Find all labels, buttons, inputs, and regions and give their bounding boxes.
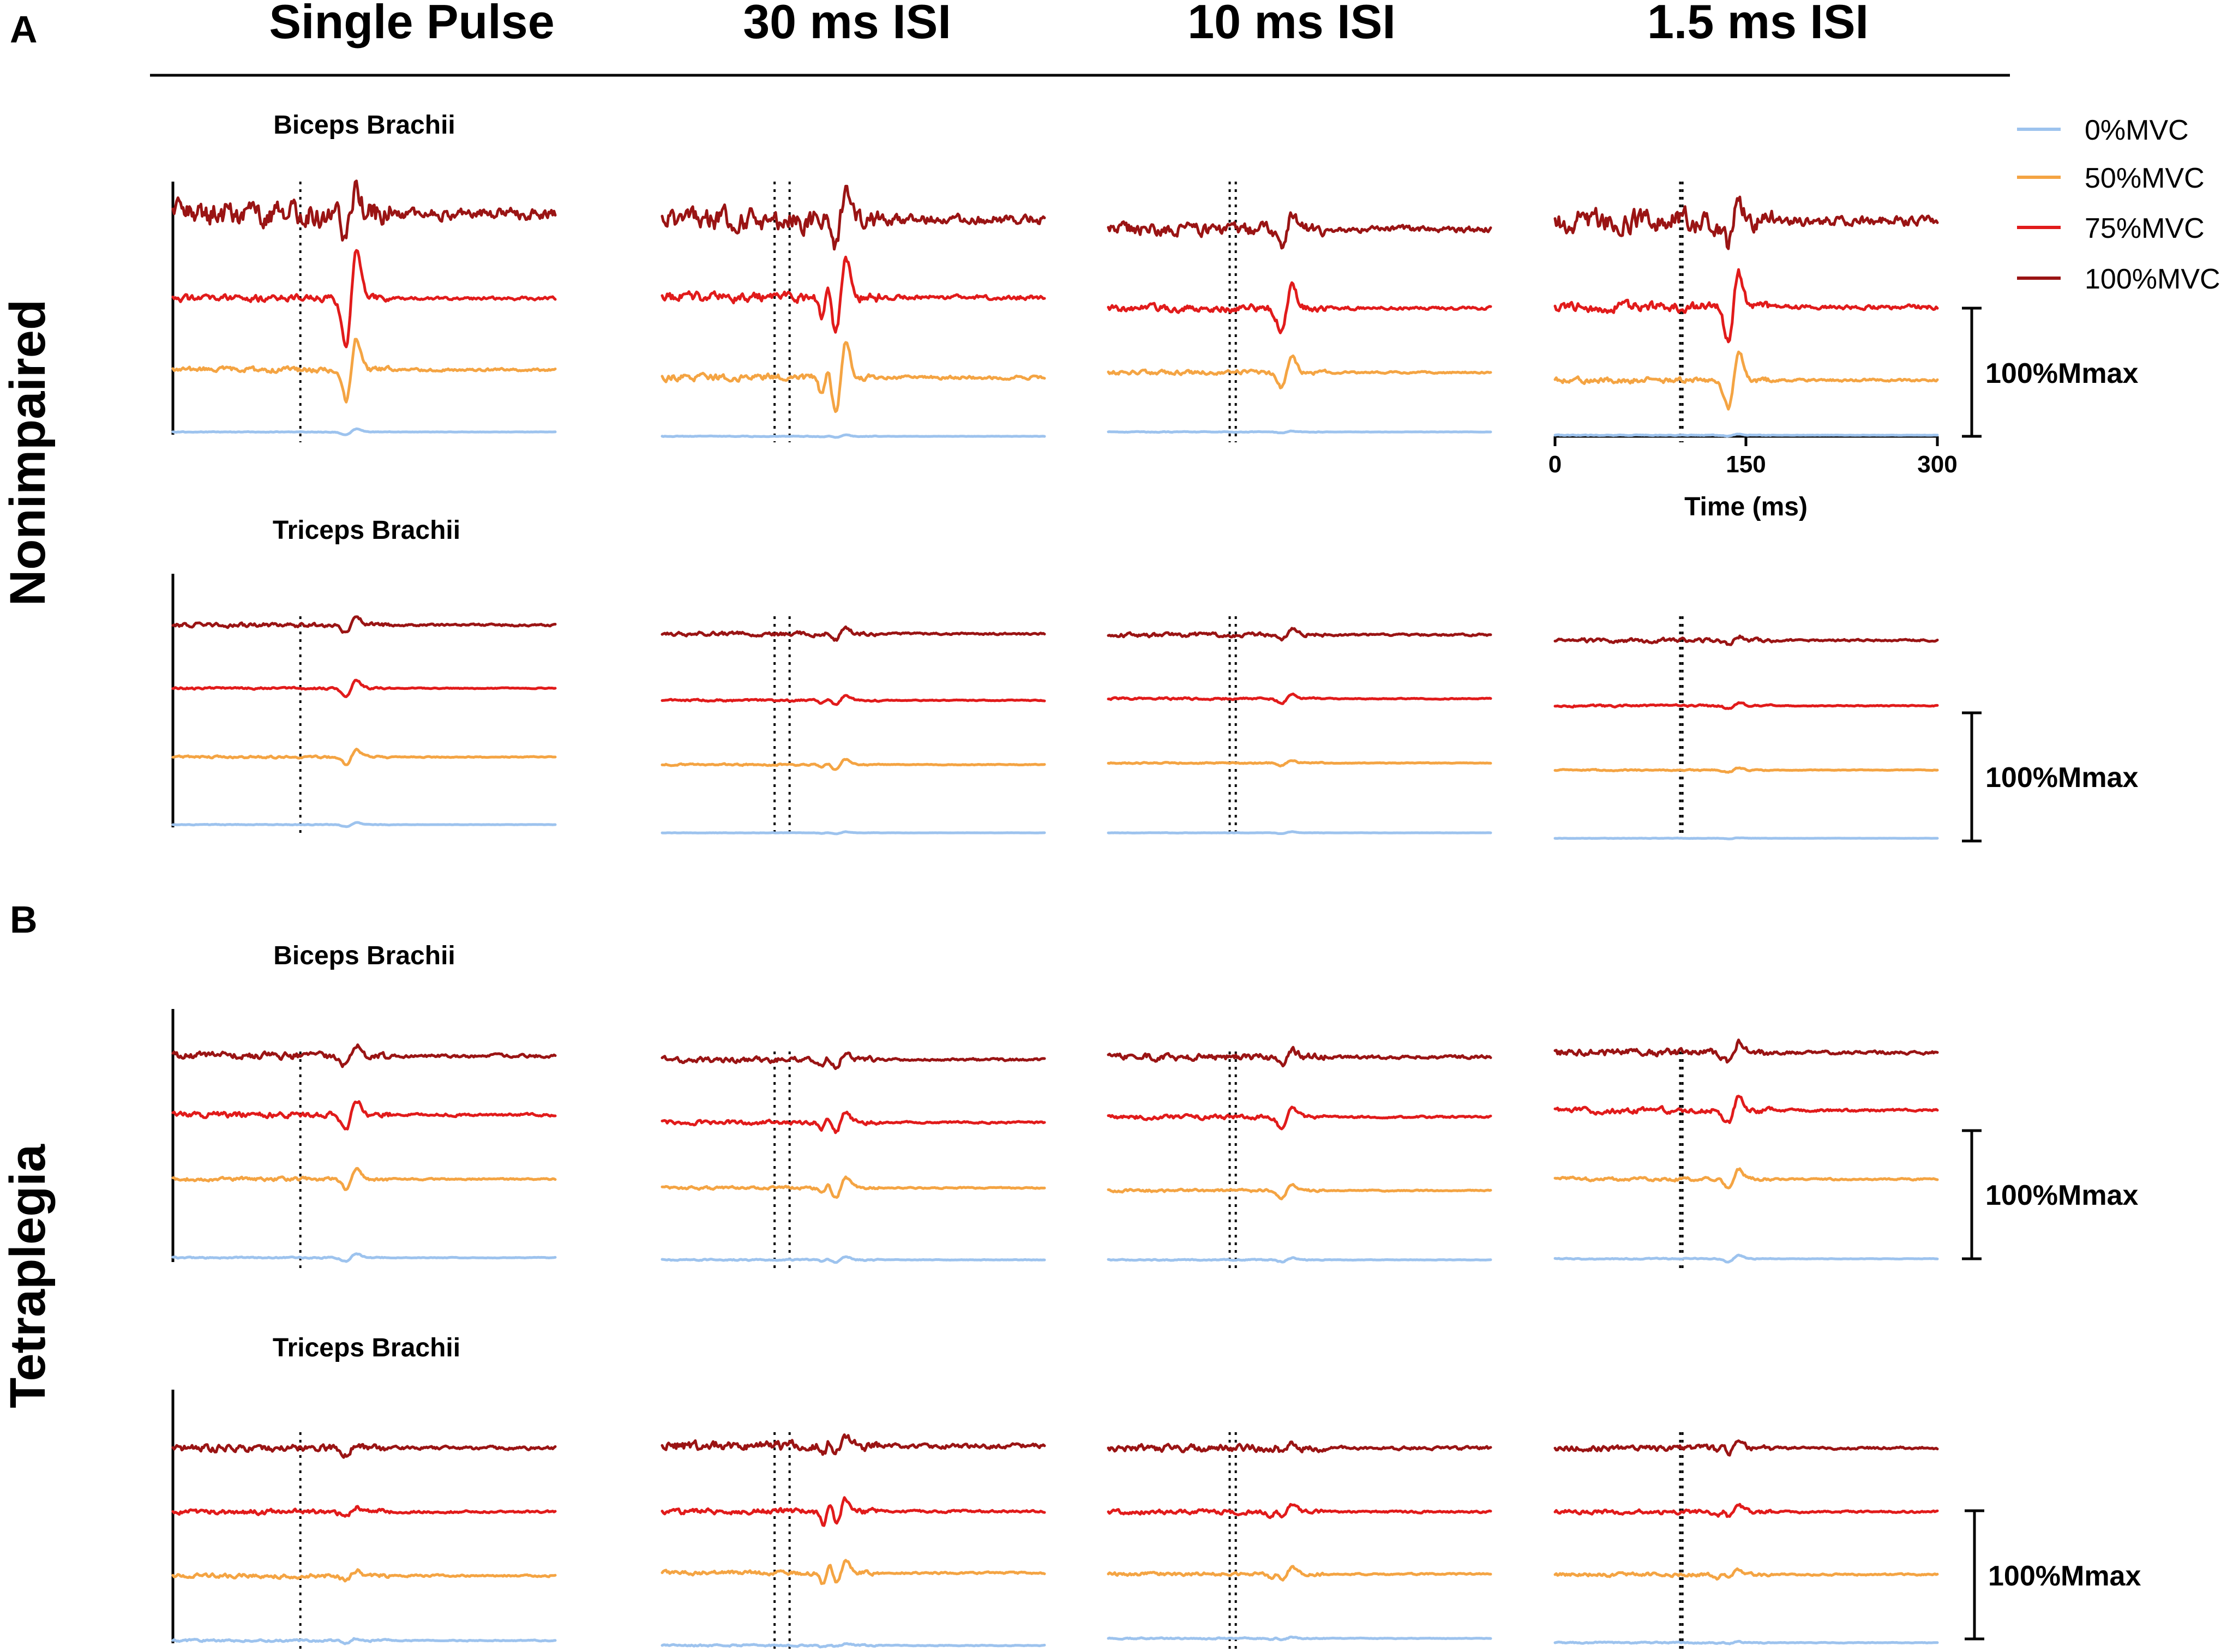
time-axis: 0 150 300 Time (ms) bbox=[1548, 435, 1958, 521]
trace-a-biceps-col3-75mvc bbox=[1553, 268, 1939, 344]
trace-a-triceps-col2-75mvc bbox=[1107, 692, 1492, 705]
trace-a-triceps-col1-100mvc bbox=[661, 625, 1046, 642]
scale-bar-b-triceps: 100%Mmax bbox=[1965, 1509, 2141, 1641]
trace-b-triceps-col0-50mvc bbox=[171, 1568, 557, 1583]
group-label-tetraplegia: Tetraplegia bbox=[0, 1144, 56, 1408]
trace-a-biceps-col1-75mvc bbox=[661, 255, 1046, 334]
x-axis-title: Time (ms) bbox=[1684, 492, 1808, 521]
column-title-single-pulse: Single Pulse bbox=[269, 0, 554, 49]
trace-a-biceps-col1-100mvc bbox=[661, 184, 1046, 251]
scale-bar-a-biceps: 100%Mmax bbox=[1962, 307, 2138, 438]
scale-bar-b-biceps: 100%Mmax bbox=[1962, 1129, 2138, 1260]
trace-a-triceps-col3-100mvc bbox=[1553, 634, 1939, 646]
trace-a-triceps-col1-50mvc bbox=[661, 758, 1046, 771]
trace-b-biceps-col0-0mvc bbox=[171, 1252, 557, 1263]
trace-a-biceps-col1-0mvc bbox=[661, 433, 1046, 439]
trace-a-triceps-col3-0mvc bbox=[1553, 836, 1939, 840]
column-title-10ms-isi: 10 ms ISI bbox=[1187, 0, 1396, 49]
legend-label-75mvc: 75%MVC bbox=[2085, 213, 2205, 244]
muscle-label-b-triceps: Triceps Brachii bbox=[273, 1333, 460, 1362]
trace-b-triceps-col3-75mvc bbox=[1553, 1503, 1939, 1518]
column-title-30ms-isi: 30 ms ISI bbox=[743, 0, 951, 49]
trace-b-triceps-col3-50mvc bbox=[1553, 1567, 1939, 1581]
emg-traces bbox=[171, 179, 1939, 1651]
scale-bar-label: 100%Mmax bbox=[1985, 762, 2138, 794]
legend: 0%MVC 50%MVC 75%MVC 100%MVC bbox=[2017, 115, 2220, 295]
trace-a-biceps-col1-50mvc bbox=[661, 341, 1046, 413]
trace-a-triceps-col3-75mvc bbox=[1553, 701, 1939, 710]
trace-b-biceps-col3-100mvc bbox=[1553, 1038, 1939, 1064]
trace-a-triceps-col2-50mvc bbox=[1107, 759, 1492, 768]
trace-b-triceps-col1-50mvc bbox=[661, 1559, 1046, 1585]
trace-b-triceps-col1-0mvc bbox=[661, 1642, 1046, 1649]
trace-b-biceps-col0-50mvc bbox=[171, 1167, 557, 1191]
trace-b-biceps-col2-50mvc bbox=[1107, 1183, 1492, 1200]
trace-b-triceps-col2-0mvc bbox=[1107, 1635, 1492, 1642]
trace-b-biceps-col1-50mvc bbox=[661, 1175, 1046, 1199]
trace-a-triceps-col0-0mvc bbox=[171, 821, 557, 828]
trace-a-biceps-col0-100mvc bbox=[171, 179, 557, 242]
trace-b-triceps-col3-100mvc bbox=[1553, 1439, 1939, 1457]
panel-letter-a: A bbox=[10, 8, 38, 51]
trace-b-biceps-col2-75mvc bbox=[1107, 1106, 1492, 1131]
trace-b-biceps-col0-75mvc bbox=[171, 1100, 557, 1131]
trace-a-biceps-col2-75mvc bbox=[1107, 281, 1492, 334]
scale-bar-label: 100%Mmax bbox=[1985, 1180, 2138, 1211]
trace-a-triceps-col2-0mvc bbox=[1107, 830, 1492, 835]
legend-label-0mvc: 0%MVC bbox=[2085, 115, 2189, 146]
trace-a-triceps-col0-50mvc bbox=[171, 747, 557, 766]
trace-a-triceps-col2-100mvc bbox=[1107, 627, 1492, 642]
muscle-label-b-biceps: Biceps Brachii bbox=[273, 941, 455, 970]
muscle-label-a-biceps: Biceps Brachii bbox=[273, 111, 455, 140]
trace-b-biceps-col3-75mvc bbox=[1553, 1095, 1939, 1124]
trace-a-biceps-col2-0mvc bbox=[1107, 429, 1492, 435]
column-title-1-5ms-isi: 1.5 ms ISI bbox=[1647, 0, 1869, 49]
trace-b-triceps-col1-100mvc bbox=[661, 1433, 1046, 1456]
trace-a-triceps-col0-100mvc bbox=[171, 615, 557, 634]
trace-a-triceps-col3-50mvc bbox=[1553, 766, 1939, 774]
tick-label-150: 150 bbox=[1726, 451, 1766, 478]
trace-b-biceps-col2-100mvc bbox=[1107, 1046, 1492, 1068]
trace-b-biceps-col1-100mvc bbox=[661, 1051, 1046, 1070]
trace-b-triceps-col0-100mvc bbox=[171, 1443, 557, 1459]
trace-b-biceps-col3-0mvc bbox=[1553, 1253, 1939, 1264]
trace-a-triceps-col0-75mvc bbox=[171, 678, 557, 698]
trace-a-biceps-col2-100mvc bbox=[1107, 211, 1492, 250]
trace-a-biceps-col0-0mvc bbox=[171, 427, 557, 436]
legend-label-50mvc: 50%MVC bbox=[2085, 163, 2205, 194]
panel-letter-b: B bbox=[10, 898, 38, 941]
trace-b-biceps-col0-100mvc bbox=[171, 1043, 557, 1068]
trace-a-biceps-col3-100mvc bbox=[1553, 195, 1939, 250]
trace-b-triceps-col3-0mvc bbox=[1553, 1639, 1939, 1645]
scale-bar-a-triceps: 100%Mmax bbox=[1962, 711, 2138, 843]
trace-b-biceps-col1-75mvc bbox=[661, 1110, 1046, 1134]
trace-a-biceps-col2-50mvc bbox=[1107, 354, 1492, 389]
trace-a-biceps-col0-75mvc bbox=[171, 249, 557, 349]
trace-b-triceps-col2-50mvc bbox=[1107, 1565, 1492, 1582]
group-label-nonimpaired: Nonimpaired bbox=[0, 299, 56, 606]
trace-b-biceps-col1-0mvc bbox=[661, 1255, 1046, 1264]
trace-b-biceps-col3-50mvc bbox=[1553, 1167, 1939, 1190]
trace-b-triceps-col2-75mvc bbox=[1107, 1503, 1492, 1519]
tick-label-0: 0 bbox=[1548, 451, 1562, 478]
trace-b-triceps-col0-0mvc bbox=[171, 1637, 557, 1645]
trace-a-triceps-col1-75mvc bbox=[661, 694, 1046, 706]
tick-label-300: 300 bbox=[1917, 451, 1957, 478]
trace-b-biceps-col2-0mvc bbox=[1107, 1256, 1492, 1264]
scale-bar-label: 100%Mmax bbox=[1985, 358, 2138, 389]
muscle-label-a-triceps: Triceps Brachii bbox=[273, 516, 460, 545]
trace-a-biceps-col3-0mvc bbox=[1553, 432, 1939, 438]
trace-a-triceps-col1-0mvc bbox=[661, 830, 1046, 836]
legend-label-100mvc: 100%MVC bbox=[2085, 263, 2220, 295]
trace-b-triceps-col2-100mvc bbox=[1107, 1440, 1492, 1453]
trace-b-triceps-col0-75mvc bbox=[171, 1505, 557, 1518]
trace-a-biceps-col3-50mvc bbox=[1553, 350, 1939, 411]
trace-b-triceps-col1-75mvc bbox=[661, 1496, 1046, 1527]
trace-a-biceps-col0-50mvc bbox=[171, 338, 557, 404]
scale-bar-label: 100%Mmax bbox=[1988, 1560, 2141, 1592]
